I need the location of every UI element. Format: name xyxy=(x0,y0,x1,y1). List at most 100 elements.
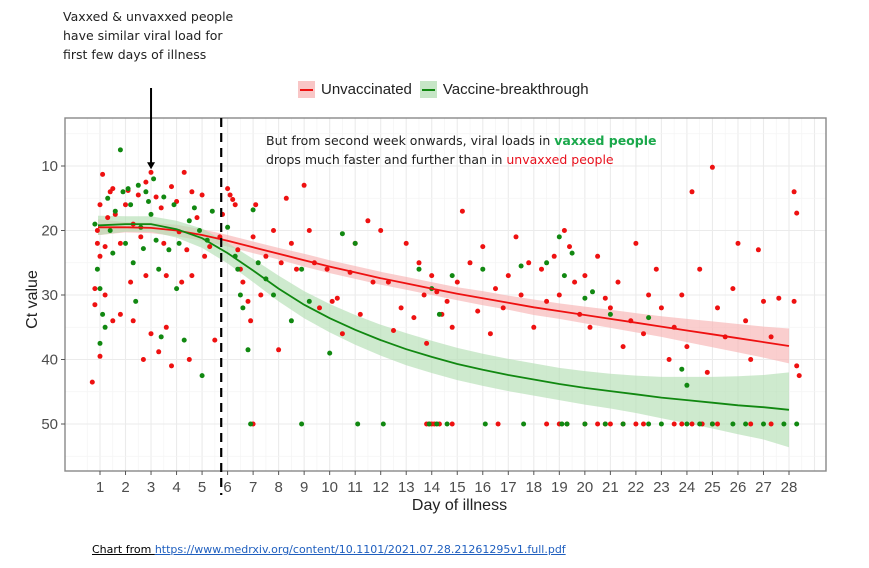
data-point-unvaccinated xyxy=(444,298,450,304)
fit-lines xyxy=(98,223,790,411)
annotation-early-days: Vaxxed & unvaxxed people have similar vi… xyxy=(63,9,234,62)
data-point-unvaccinated xyxy=(102,292,108,298)
annotation-arrow xyxy=(147,88,156,170)
data-point-unvaccinated xyxy=(689,421,695,427)
data-point-unvaccinated xyxy=(248,318,254,324)
x-tick-label: 4 xyxy=(172,479,180,496)
data-point-unvaccinated xyxy=(235,247,241,253)
x-tick-label: 7 xyxy=(249,479,257,496)
annotation-second-week: But from second week onwards, viral load… xyxy=(266,131,686,169)
x-tick-label: 13 xyxy=(398,479,415,496)
data-point-vaccine-breakthrough xyxy=(582,295,588,301)
data-point-vaccine-breakthrough xyxy=(582,421,588,427)
data-point-unvaccinated xyxy=(671,421,677,427)
data-point-vaccine-breakthrough xyxy=(607,311,613,317)
data-point-vaccine-breakthrough xyxy=(197,228,202,233)
x-tick-label: 10 xyxy=(321,479,338,496)
data-point-unvaccinated xyxy=(199,192,205,198)
data-point-unvaccinated xyxy=(587,324,593,330)
data-point-unvaccinated xyxy=(94,228,100,233)
data-point-unvaccinated xyxy=(130,318,136,324)
x-tick-label: 27 xyxy=(755,479,772,496)
data-point-vaccine-breakthrough xyxy=(444,421,450,427)
data-point-vaccine-breakthrough xyxy=(518,263,524,269)
x-tick-label: 24 xyxy=(679,479,696,496)
fit-line-unvaccinated xyxy=(98,226,790,347)
data-point-vaccine-breakthrough xyxy=(97,340,103,346)
y-axis-label: Ct value xyxy=(24,270,41,329)
data-point-unvaccinated xyxy=(551,253,557,259)
data-point-unvaccinated xyxy=(454,279,460,285)
data-point-vaccine-breakthrough xyxy=(709,421,715,427)
data-point-unvaccinated xyxy=(526,260,532,266)
data-point-vaccine-breakthrough xyxy=(123,240,128,246)
data-point-unvaccinated xyxy=(89,379,95,385)
data-point-unvaccinated xyxy=(794,363,800,369)
data-point-unvaccinated xyxy=(633,240,639,246)
x-tick-label: 12 xyxy=(372,479,389,496)
data-point-vaccine-breakthrough xyxy=(559,421,565,427)
source-link[interactable]: https://www.medrxiv.org/content/10.1101/… xyxy=(154,543,566,556)
data-point-vaccine-breakthrough xyxy=(436,311,442,317)
fit-line-vaccine-breakthrough xyxy=(98,223,790,411)
data-point-unvaccinated xyxy=(735,240,741,246)
data-point-unvaccinated xyxy=(709,164,715,170)
data-point-unvaccinated xyxy=(258,292,264,298)
legend-label-vaccine-breakthrough: Vaccine-breakthrough xyxy=(442,81,589,98)
data-point-vaccine-breakthrough xyxy=(176,240,182,246)
data-point-unvaccinated xyxy=(556,292,562,298)
data-point-unvaccinated xyxy=(429,273,435,279)
data-point-unvaccinated xyxy=(544,421,550,427)
data-point-unvaccinated xyxy=(500,305,506,311)
data-point-unvaccinated xyxy=(493,286,498,292)
x-tick-label: 20 xyxy=(577,479,594,496)
data-point-vaccine-breakthrough xyxy=(434,421,440,427)
data-point-unvaccinated xyxy=(776,295,782,301)
data-point-unvaccinated xyxy=(755,247,761,253)
data-point-unvaccinated xyxy=(487,331,493,337)
x-tick-label: 3 xyxy=(147,479,155,496)
x-tick-label: 28 xyxy=(781,479,798,496)
data-point-unvaccinated xyxy=(240,279,246,285)
y-tick-label: 50 xyxy=(41,416,58,433)
data-point-vaccine-breakthrough xyxy=(105,195,111,201)
data-point-unvaccinated xyxy=(138,234,144,240)
data-point-vaccine-breakthrough xyxy=(225,224,231,230)
data-point-unvaccinated xyxy=(567,244,572,250)
scatter-points xyxy=(89,147,802,427)
x-tick-label: 2 xyxy=(121,479,129,496)
data-point-unvaccinated xyxy=(143,179,149,185)
data-point-vaccine-breakthrough xyxy=(250,207,256,213)
data-point-unvaccinated xyxy=(658,305,664,311)
data-point-vaccine-breakthrough xyxy=(100,311,106,317)
data-point-unvaccinated xyxy=(186,357,192,362)
data-point-unvaccinated xyxy=(582,273,588,279)
data-point-unvaccinated xyxy=(607,305,613,311)
data-point-unvaccinated xyxy=(245,298,251,304)
data-point-unvaccinated xyxy=(227,192,233,198)
data-point-unvaccinated xyxy=(513,234,519,240)
data-point-unvaccinated xyxy=(424,340,430,346)
data-point-unvaccinated xyxy=(334,295,340,301)
data-point-vaccine-breakthrough xyxy=(426,421,432,427)
data-point-unvaccinated xyxy=(715,305,720,311)
data-point-vaccine-breakthrough xyxy=(199,373,205,379)
data-point-unvaccinated xyxy=(94,240,100,246)
data-point-unvaccinated xyxy=(697,266,703,272)
data-point-unvaccinated xyxy=(480,244,486,250)
data-point-unvaccinated xyxy=(595,421,601,427)
data-point-unvaccinated xyxy=(467,260,473,266)
data-point-unvaccinated xyxy=(421,292,427,298)
data-point-unvaccinated xyxy=(791,189,797,195)
data-point-vaccine-breakthrough xyxy=(684,421,690,427)
data-point-unvaccinated xyxy=(276,347,282,353)
data-point-vaccine-breakthrough xyxy=(416,266,422,272)
data-point-unvaccinated xyxy=(768,421,774,427)
data-point-vaccine-breakthrough xyxy=(339,231,345,237)
x-tick-label: 25 xyxy=(704,479,721,496)
data-point-unvaccinated xyxy=(230,197,236,202)
data-point-vaccine-breakthrough xyxy=(240,305,246,311)
data-point-vaccine-breakthrough xyxy=(306,298,312,304)
data-point-unvaccinated xyxy=(572,279,578,285)
data-point-unvaccinated xyxy=(531,324,537,330)
